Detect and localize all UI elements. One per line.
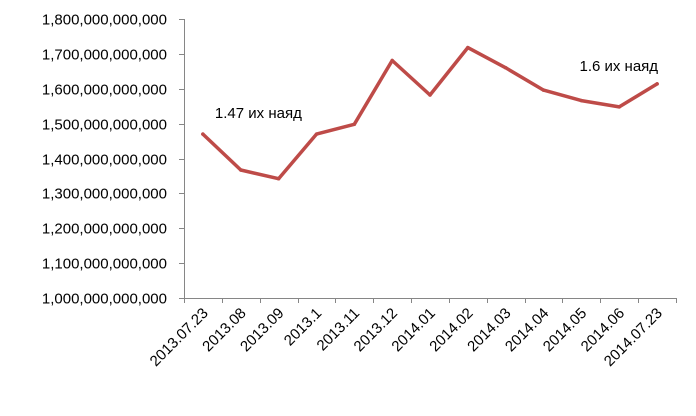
data-point [655, 82, 659, 86]
data-point [428, 93, 432, 97]
annotations: 1.47 их наяд 1.6 их наяд [215, 58, 658, 122]
y-axis: 1,000,000,000,000 1,100,000,000,000 1,200,… [42, 12, 185, 308]
x-axis: 2013.07.232013.082013.092013.12013.11201… [147, 298, 677, 370]
y-tick-label: 1,100,000,000,000 [42, 256, 167, 273]
data-point [503, 66, 508, 70]
x-tick-label: 2013.07.23 [147, 305, 212, 370]
y-tick-label: 1,700,000,000,000 [42, 47, 167, 64]
data-annotation: 1.6 их наяд [579, 58, 658, 75]
y-tick-label: 1,600,000,000,000 [42, 82, 167, 99]
y-tick-label: 1,000,000,000,000 [42, 291, 167, 308]
data-point [276, 176, 281, 181]
data-point [314, 132, 319, 136]
y-tick-label: 1,200,000,000,000 [42, 221, 167, 238]
data-series [201, 45, 659, 181]
data-point [541, 88, 546, 92]
y-tick-label: 1,800,000,000,000 [42, 12, 167, 29]
data-point [390, 58, 394, 63]
y-tick-label: 1,300,000,000,000 [42, 186, 167, 203]
data-point [579, 98, 584, 103]
data-point [239, 168, 243, 172]
data-point [617, 105, 621, 109]
y-tick-label: 1,400,000,000,000 [42, 152, 167, 169]
y-tick-label: 1,500,000,000,000 [42, 117, 167, 134]
data-point [352, 122, 357, 127]
data-point [466, 45, 470, 50]
data-annotation: 1.47 их наяд [215, 105, 302, 122]
data-point [201, 132, 205, 136]
